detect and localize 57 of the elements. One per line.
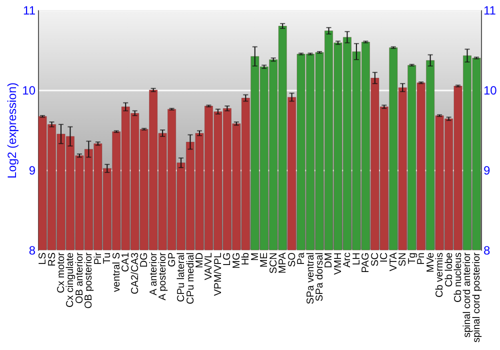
x-tick-label: A posterior (158, 252, 169, 300)
x-tick-label: M (250, 252, 261, 261)
x-tick-label: SC (370, 252, 381, 266)
x-tick-label: MD (194, 252, 206, 268)
x-tick-label: CA1 (120, 252, 132, 272)
y-tick-label: 11 (23, 4, 36, 18)
y-tick-label: 8 (28, 244, 36, 258)
y2-tick-label: 9 (484, 164, 490, 178)
x-tick-label: ME (259, 252, 270, 268)
x-tick-label: RS (46, 252, 58, 266)
x-tick-label: ventral S (111, 252, 122, 292)
x-tick-label: Cx motor (56, 252, 67, 294)
x-tick-label: MG (231, 252, 242, 269)
x-tick-label: SO (286, 252, 298, 267)
y2-tick-label: 11 (484, 4, 496, 18)
y-tick-label: 10 (22, 84, 36, 98)
x-tick-label: GP (166, 252, 178, 267)
x-tick-label: PAG (360, 252, 372, 273)
x-tick-label: CA2/CA3 (130, 252, 141, 294)
x-tick-label: Cx cingulate (65, 252, 76, 308)
x-tick-label: LG (222, 252, 234, 266)
x-tick-label: A anterior (148, 252, 160, 296)
x-tick-label: Cb nucleus (453, 252, 464, 303)
x-tick-label: LH (351, 252, 362, 266)
x-tick-label: SN (398, 252, 409, 266)
x-tick-label: Cb lobe (444, 252, 455, 287)
x-tick-label: Pa (296, 252, 308, 265)
x-tick-label: Tu (102, 252, 114, 264)
x-tick-label: spinal cord posterior (471, 252, 482, 343)
x-tick-label: CPu medial (185, 252, 196, 304)
x-tick-label: OB posterior (84, 252, 95, 309)
x-tick-label: SCN (268, 252, 280, 274)
x-tick-label: DM (324, 252, 335, 268)
x-tick-label: Arc (342, 252, 354, 268)
x-tick-label: VTA (388, 252, 400, 272)
x-tick-label: VA/VL (204, 252, 215, 280)
x-tick-label: DG (139, 252, 150, 268)
x-tick-label: LS (38, 252, 49, 265)
y2-tick-label: 8 (484, 244, 490, 258)
x-tick-label: VPM/VPL (212, 252, 224, 296)
x-tick-label: SPa dorsal (314, 252, 326, 302)
x-tick-label: Pir (92, 252, 104, 265)
x-tick-label: Hb (240, 252, 252, 266)
x-tick-label: MVe (425, 252, 436, 273)
x-tick-label: CPu lateral (176, 252, 188, 302)
x-tick-label: MPA (278, 252, 289, 274)
x-tick-label: Cb vermis (434, 252, 446, 298)
x-tick-label: OB anterior (74, 252, 86, 304)
x-tick-label: SPa ventral (305, 252, 316, 304)
y-axis-title: Log2 (expression) (5, 82, 20, 179)
x-tick-label: IC (379, 252, 390, 262)
x-tick-label: spinal cord anterior (462, 252, 474, 338)
x-tick-label: Tg (406, 252, 418, 264)
x-tick-label: VMH (332, 252, 344, 275)
x-tick-label: Pn (416, 252, 428, 265)
y-tick-label: 9 (28, 164, 36, 178)
y2-tick-label: 10 (484, 84, 498, 98)
